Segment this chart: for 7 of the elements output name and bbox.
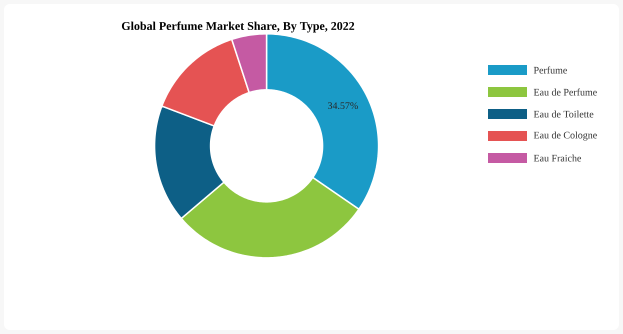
legend-label: Eau de Perfume — [534, 88, 597, 96]
legend-label: Eau de Cologne — [534, 131, 597, 141]
legend-label: Eau de Toilette — [534, 110, 594, 118]
legend-label: Eau Fraiche — [534, 154, 582, 162]
chart-title: Global Perfume Market Share, By Type, 2022 — [122, 21, 354, 32]
legend-label: Perfume — [534, 66, 567, 74]
data-label: 34.57% — [328, 102, 358, 110]
